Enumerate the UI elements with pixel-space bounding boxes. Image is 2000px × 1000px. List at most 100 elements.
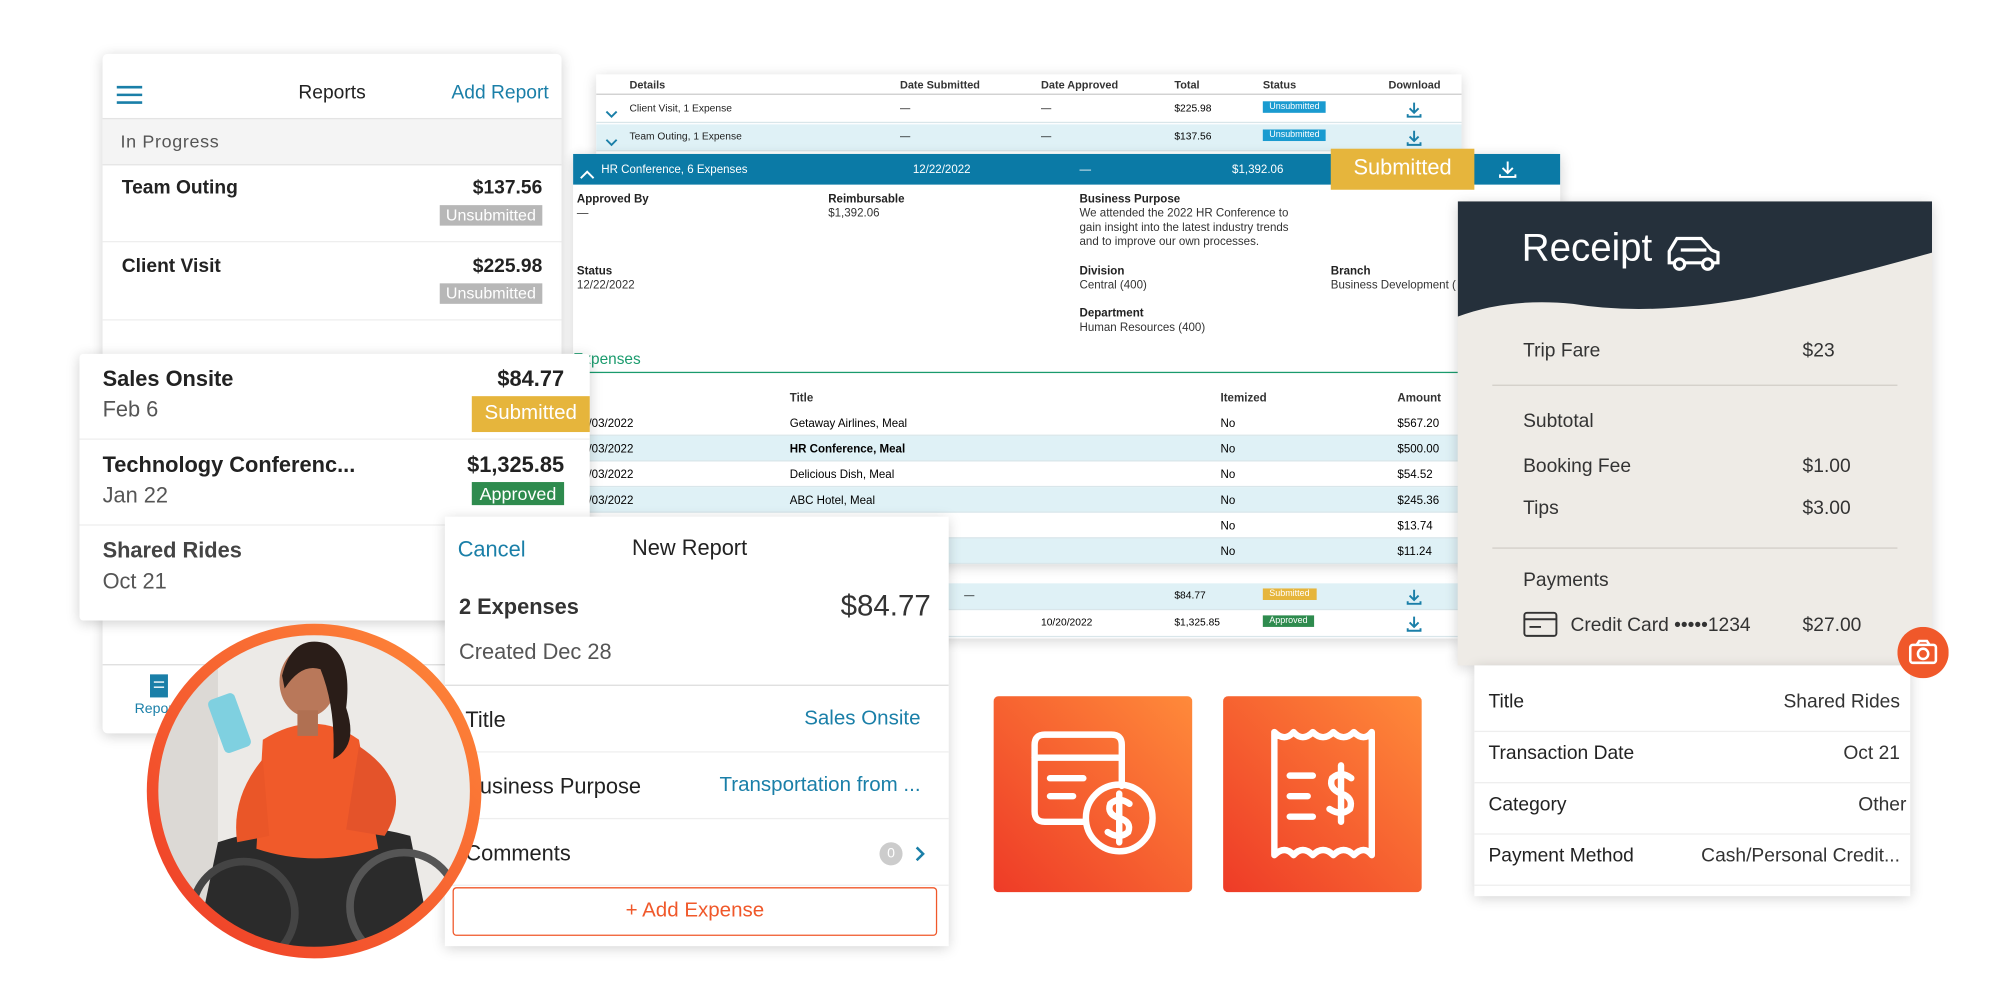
divider bbox=[1474, 730, 1911, 733]
expense-amount: $13.74 bbox=[1397, 519, 1433, 533]
report-amount: $84.77 bbox=[497, 366, 565, 392]
field-label: Reimbursable bbox=[828, 192, 905, 206]
detail-value: Shared Rides bbox=[1783, 691, 1900, 713]
report-amount: $137.56 bbox=[472, 176, 543, 199]
expense-title[interactable]: Getaway Airlines, Meal bbox=[789, 416, 908, 430]
expense-row bbox=[573, 461, 1465, 488]
report-name[interactable]: Technology Conferenc... bbox=[102, 452, 356, 477]
row-total: $84.77 bbox=[1174, 589, 1206, 602]
expense-count: 2 Expenses bbox=[458, 594, 579, 620]
field-value: Business Development ( bbox=[1330, 278, 1456, 292]
row-details[interactable]: Client Visit, 1 Expense bbox=[629, 102, 732, 115]
divider bbox=[444, 684, 949, 686]
detail-value: Cash/Personal Credit... bbox=[1701, 844, 1900, 867]
fee-label: Booking Fee bbox=[1523, 455, 1632, 477]
divider bbox=[79, 438, 590, 440]
expense-amount: $11.24 bbox=[1397, 544, 1432, 558]
field-value[interactable]: Transportation from ... bbox=[719, 774, 921, 797]
fee-value: $1.00 bbox=[1802, 455, 1851, 477]
expense-date: 12/03/2022 bbox=[575, 467, 634, 481]
field-value: — bbox=[576, 206, 589, 220]
menu-icon-glyph bbox=[116, 85, 143, 104]
report-name[interactable]: Shared Rides bbox=[102, 538, 242, 563]
section-label: In Progress bbox=[120, 130, 220, 152]
trip-fare-value: $23 bbox=[1802, 339, 1835, 362]
card-tile[interactable] bbox=[993, 696, 1193, 893]
divider bbox=[1492, 547, 1898, 549]
date-submitted: — bbox=[899, 102, 911, 115]
receipt-tile[interactable] bbox=[1223, 696, 1422, 893]
add-report-link[interactable]: Add Report bbox=[451, 82, 549, 104]
row-total: $137.56 bbox=[1174, 130, 1212, 143]
download-icon bbox=[1406, 588, 1422, 611]
report-date: Jan 22 bbox=[102, 483, 169, 508]
detail-value: Other bbox=[1858, 793, 1907, 816]
expenses-rule bbox=[573, 371, 1465, 374]
expense-itemized: No bbox=[1220, 544, 1236, 558]
report-name[interactable]: Client Visit bbox=[121, 255, 221, 277]
field-label: Division bbox=[1079, 264, 1125, 277]
row-total: $225.98 bbox=[1174, 102, 1212, 115]
divider bbox=[1492, 384, 1898, 386]
report-name[interactable]: Sales Onsite bbox=[102, 366, 234, 392]
field-label: Business Purpose bbox=[465, 774, 642, 799]
expense-title[interactable]: HR Conference, Meal bbox=[789, 442, 906, 456]
divider bbox=[1474, 782, 1911, 784]
detail-value: Oct 21 bbox=[1843, 742, 1900, 765]
receipt-header-glyph bbox=[1457, 201, 1933, 317]
download-icon-glyph bbox=[1406, 130, 1422, 146]
car-icon bbox=[1665, 232, 1721, 279]
field-label: Approved By bbox=[576, 192, 649, 206]
detail-label: Title bbox=[1488, 691, 1525, 713]
expense-itemized: No bbox=[1220, 467, 1236, 481]
detail-label: Transaction Date bbox=[1488, 742, 1635, 765]
expand-chevron-glyph bbox=[605, 139, 618, 147]
expense-amount: $567.20 bbox=[1397, 416, 1440, 430]
field-label: Comments bbox=[465, 841, 571, 866]
header-title: HR Conference, 6 Expenses bbox=[601, 162, 748, 176]
trip-fare-label: Trip Fare bbox=[1523, 339, 1601, 362]
add-expense-button[interactable]: + Add Expense bbox=[452, 887, 938, 936]
camera-button[interactable] bbox=[1897, 626, 1949, 679]
section-strip bbox=[102, 117, 562, 166]
download-icon-glyph bbox=[1406, 589, 1422, 605]
divider bbox=[1474, 833, 1911, 835]
status-badge: Submitted bbox=[471, 396, 590, 433]
report-name[interactable]: Team Outing bbox=[121, 176, 238, 199]
report-amount: $225.98 bbox=[472, 255, 543, 277]
header-total: $1,392.06 bbox=[1232, 162, 1284, 176]
expense-title[interactable]: ABC Hotel, Meal bbox=[789, 493, 876, 507]
column-header: Download bbox=[1388, 78, 1441, 92]
expense-row bbox=[573, 410, 1465, 436]
field-label: Branch bbox=[1330, 264, 1371, 277]
receipt-title: Receipt bbox=[1521, 226, 1653, 270]
row-details[interactable]: Team Outing, 1 Expense bbox=[629, 130, 742, 143]
panel-title: Reports bbox=[298, 82, 366, 104]
expense-header: Title bbox=[789, 391, 814, 404]
card-icon-glyph bbox=[1523, 611, 1558, 637]
expense-title[interactable]: Delicious Dish, Meal bbox=[789, 467, 895, 481]
expense-date: 12/03/2022 bbox=[575, 416, 634, 430]
divider bbox=[444, 751, 949, 753]
expense-date: 12/03/2022 bbox=[575, 493, 634, 507]
field-value: $1,392.06 bbox=[828, 206, 880, 220]
field-value[interactable]: Sales Onsite bbox=[804, 707, 921, 730]
expense-amount: $245.36 bbox=[1397, 493, 1440, 507]
expense-details: Title Shared Rides Transaction Date Oct 21 C… bbox=[1474, 665, 1911, 897]
user-photo bbox=[146, 623, 482, 959]
download-icon-glyph bbox=[1406, 102, 1422, 118]
expense-row bbox=[573, 435, 1465, 462]
status-badge: Submitted bbox=[1330, 148, 1475, 190]
download-icon bbox=[1499, 160, 1517, 184]
receipt-header bbox=[1457, 201, 1933, 329]
status-badge: Approved bbox=[1262, 615, 1315, 627]
divider bbox=[102, 241, 562, 243]
detail-label: Payment Method bbox=[1488, 844, 1634, 867]
new-report: Cancel New Report 2 Expenses $84.77 Created … bbox=[444, 516, 949, 947]
date-approved: — bbox=[1041, 102, 1052, 115]
cancel-button[interactable]: Cancel bbox=[457, 537, 526, 562]
download-icon bbox=[1406, 129, 1422, 152]
field-label: Department bbox=[1079, 306, 1144, 320]
field-value: We attended the 2022 HR Conference to ga… bbox=[1079, 206, 1289, 248]
field-value: 12/22/2022 bbox=[576, 278, 635, 292]
